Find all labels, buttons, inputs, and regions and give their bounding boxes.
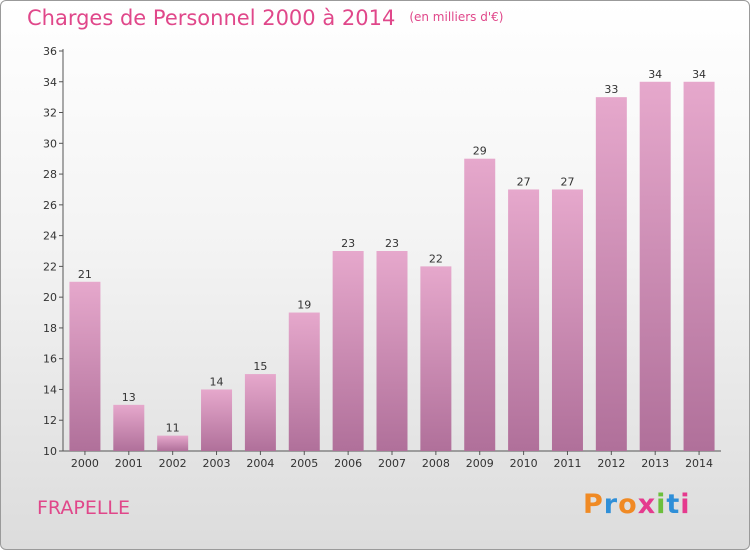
y-tick-label: 36 bbox=[43, 45, 57, 58]
x-tick-label: 2012 bbox=[597, 457, 625, 470]
data-label: 22 bbox=[429, 252, 443, 265]
chart-title-text: Charges de Personnel 2000 à 2014 bbox=[27, 6, 396, 30]
logo-letter: o bbox=[618, 489, 638, 520]
x-tick-label: 2010 bbox=[510, 457, 538, 470]
y-tick-label: 34 bbox=[43, 76, 57, 89]
logo-letter: i bbox=[656, 489, 667, 520]
bar bbox=[332, 251, 364, 451]
x-tick-label: 2008 bbox=[422, 457, 450, 470]
x-tick-label: 2007 bbox=[378, 457, 406, 470]
data-label: 23 bbox=[341, 237, 355, 250]
x-tick-label: 2003 bbox=[203, 457, 231, 470]
logo-letter: P bbox=[583, 489, 604, 520]
data-label: 19 bbox=[297, 299, 311, 312]
bar bbox=[376, 251, 408, 451]
bar bbox=[288, 312, 320, 451]
x-tick-label: 2014 bbox=[685, 457, 713, 470]
data-label: 21 bbox=[78, 268, 92, 281]
x-tick-label: 2005 bbox=[290, 457, 318, 470]
y-tick-label: 32 bbox=[43, 107, 57, 120]
data-label: 34 bbox=[648, 68, 662, 81]
proxiti-logo: Proxiti bbox=[583, 489, 691, 520]
data-label: 23 bbox=[385, 237, 399, 250]
bar bbox=[69, 281, 101, 451]
logo-letter: r bbox=[603, 489, 619, 520]
place-name: FRAPELLE bbox=[37, 497, 130, 519]
data-label: 15 bbox=[253, 360, 267, 373]
bar bbox=[420, 266, 452, 451]
x-tick-label: 2000 bbox=[71, 457, 99, 470]
bar bbox=[157, 435, 189, 451]
bar bbox=[683, 81, 715, 452]
chart-subtitle: (en milliers d'€) bbox=[409, 10, 504, 24]
y-tick-label: 26 bbox=[43, 199, 57, 212]
y-tick-label: 18 bbox=[43, 322, 57, 335]
y-tick-label: 24 bbox=[43, 230, 57, 243]
bar bbox=[464, 158, 496, 451]
data-label: 33 bbox=[604, 83, 618, 96]
bar bbox=[244, 374, 276, 451]
x-tick-label: 2009 bbox=[466, 457, 494, 470]
x-tick-label: 2011 bbox=[553, 457, 581, 470]
y-tick-label: 28 bbox=[43, 168, 57, 181]
y-tick-label: 12 bbox=[43, 414, 57, 427]
x-tick-label: 2004 bbox=[246, 457, 274, 470]
x-tick-label: 2001 bbox=[115, 457, 143, 470]
logo-letter: t bbox=[666, 489, 681, 520]
data-label: 14 bbox=[210, 375, 224, 388]
data-label: 11 bbox=[166, 422, 180, 435]
y-tick-label: 20 bbox=[43, 291, 57, 304]
data-label: 27 bbox=[517, 175, 531, 188]
data-label: 27 bbox=[560, 175, 574, 188]
data-label: 34 bbox=[692, 68, 706, 81]
bar bbox=[201, 389, 233, 451]
logo-letter: i bbox=[680, 489, 691, 520]
y-tick-label: 30 bbox=[43, 137, 57, 150]
x-tick-label: 2013 bbox=[641, 457, 669, 470]
bar bbox=[595, 97, 627, 452]
y-tick-label: 16 bbox=[43, 353, 57, 366]
x-tick-label: 2006 bbox=[334, 457, 362, 470]
y-tick-label: 22 bbox=[43, 260, 57, 273]
bar bbox=[113, 404, 145, 451]
bar bbox=[551, 189, 583, 451]
chart-title: Charges de Personnel 2000 à 2014 (en mill… bbox=[27, 6, 503, 30]
y-tick-label: 14 bbox=[43, 383, 57, 396]
bar bbox=[639, 81, 671, 452]
logo-letter: x bbox=[637, 489, 657, 520]
data-label: 13 bbox=[122, 391, 136, 404]
bar bbox=[508, 189, 540, 451]
y-tick-label: 10 bbox=[43, 445, 57, 458]
x-tick-label: 2002 bbox=[159, 457, 187, 470]
data-label: 29 bbox=[473, 145, 487, 158]
